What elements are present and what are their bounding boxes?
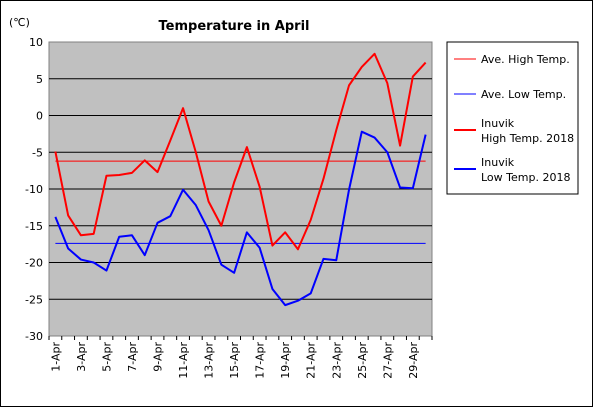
y-tick-label: -10 <box>25 183 43 196</box>
legend-label-1: Ave. High Temp. <box>481 53 570 66</box>
chart-title: Temperature in April <box>159 19 310 34</box>
x-tick-label: 15-Apr <box>228 342 241 379</box>
x-tick-label: 5-Apr <box>100 342 113 372</box>
legend-label-3: Inuvik <box>481 117 515 130</box>
gridlines <box>49 78 432 300</box>
x-tick-label: 3-Apr <box>75 342 88 372</box>
y-tick-label: -20 <box>25 257 43 270</box>
unit-label: (℃) <box>9 16 30 29</box>
y-tick-label: -5 <box>32 146 43 159</box>
y-tick-label: -30 <box>25 330 43 343</box>
series-line-3 <box>54 52 427 251</box>
x-tick-label: 27-Apr <box>381 342 394 379</box>
x-tick-label: 21-Apr <box>305 342 318 379</box>
y-tick-label: -15 <box>25 220 43 233</box>
x-tick-label: 1-Apr <box>49 342 62 372</box>
legend-label-4: Inuvik <box>481 156 515 169</box>
y-tick-label: 0 <box>36 110 43 123</box>
x-tick-label: 29-Apr <box>407 342 420 379</box>
series-line-4 <box>54 130 427 307</box>
y-axis-ticks: 10 5 0 -5 -10 -15 -20 -25 -30 <box>25 36 43 343</box>
series-lines <box>54 52 427 307</box>
y-tick-label: 10 <box>29 36 43 49</box>
x-tick-label: 11-Apr <box>177 342 190 379</box>
y-tick-label: -25 <box>25 293 43 306</box>
x-tick-label: 23-Apr <box>330 342 343 379</box>
x-axis-ticks: 1-Apr 3-Apr 5-Apr 7-Apr 9-Apr 11-Apr 13-Apr 15-… <box>48 336 433 379</box>
y-tick-label: 5 <box>36 73 43 86</box>
x-tick-label: 25-Apr <box>356 342 369 379</box>
x-tick-label: 13-Apr <box>203 342 216 379</box>
x-tick-label: 7-Apr <box>126 342 139 372</box>
legend-label-4: Low Temp. 2018 <box>481 171 570 184</box>
x-tick-label: 9-Apr <box>152 342 165 372</box>
legend-label-3: High Temp. 2018 <box>481 132 574 145</box>
legend-label-2: Ave. Low Temp. <box>481 88 566 101</box>
x-tick-label: 19-Apr <box>279 342 292 379</box>
x-tick-label: 17-Apr <box>254 342 267 379</box>
legend: Ave. High Temp. Ave. Low Temp. Inuvik High … <box>454 53 574 184</box>
